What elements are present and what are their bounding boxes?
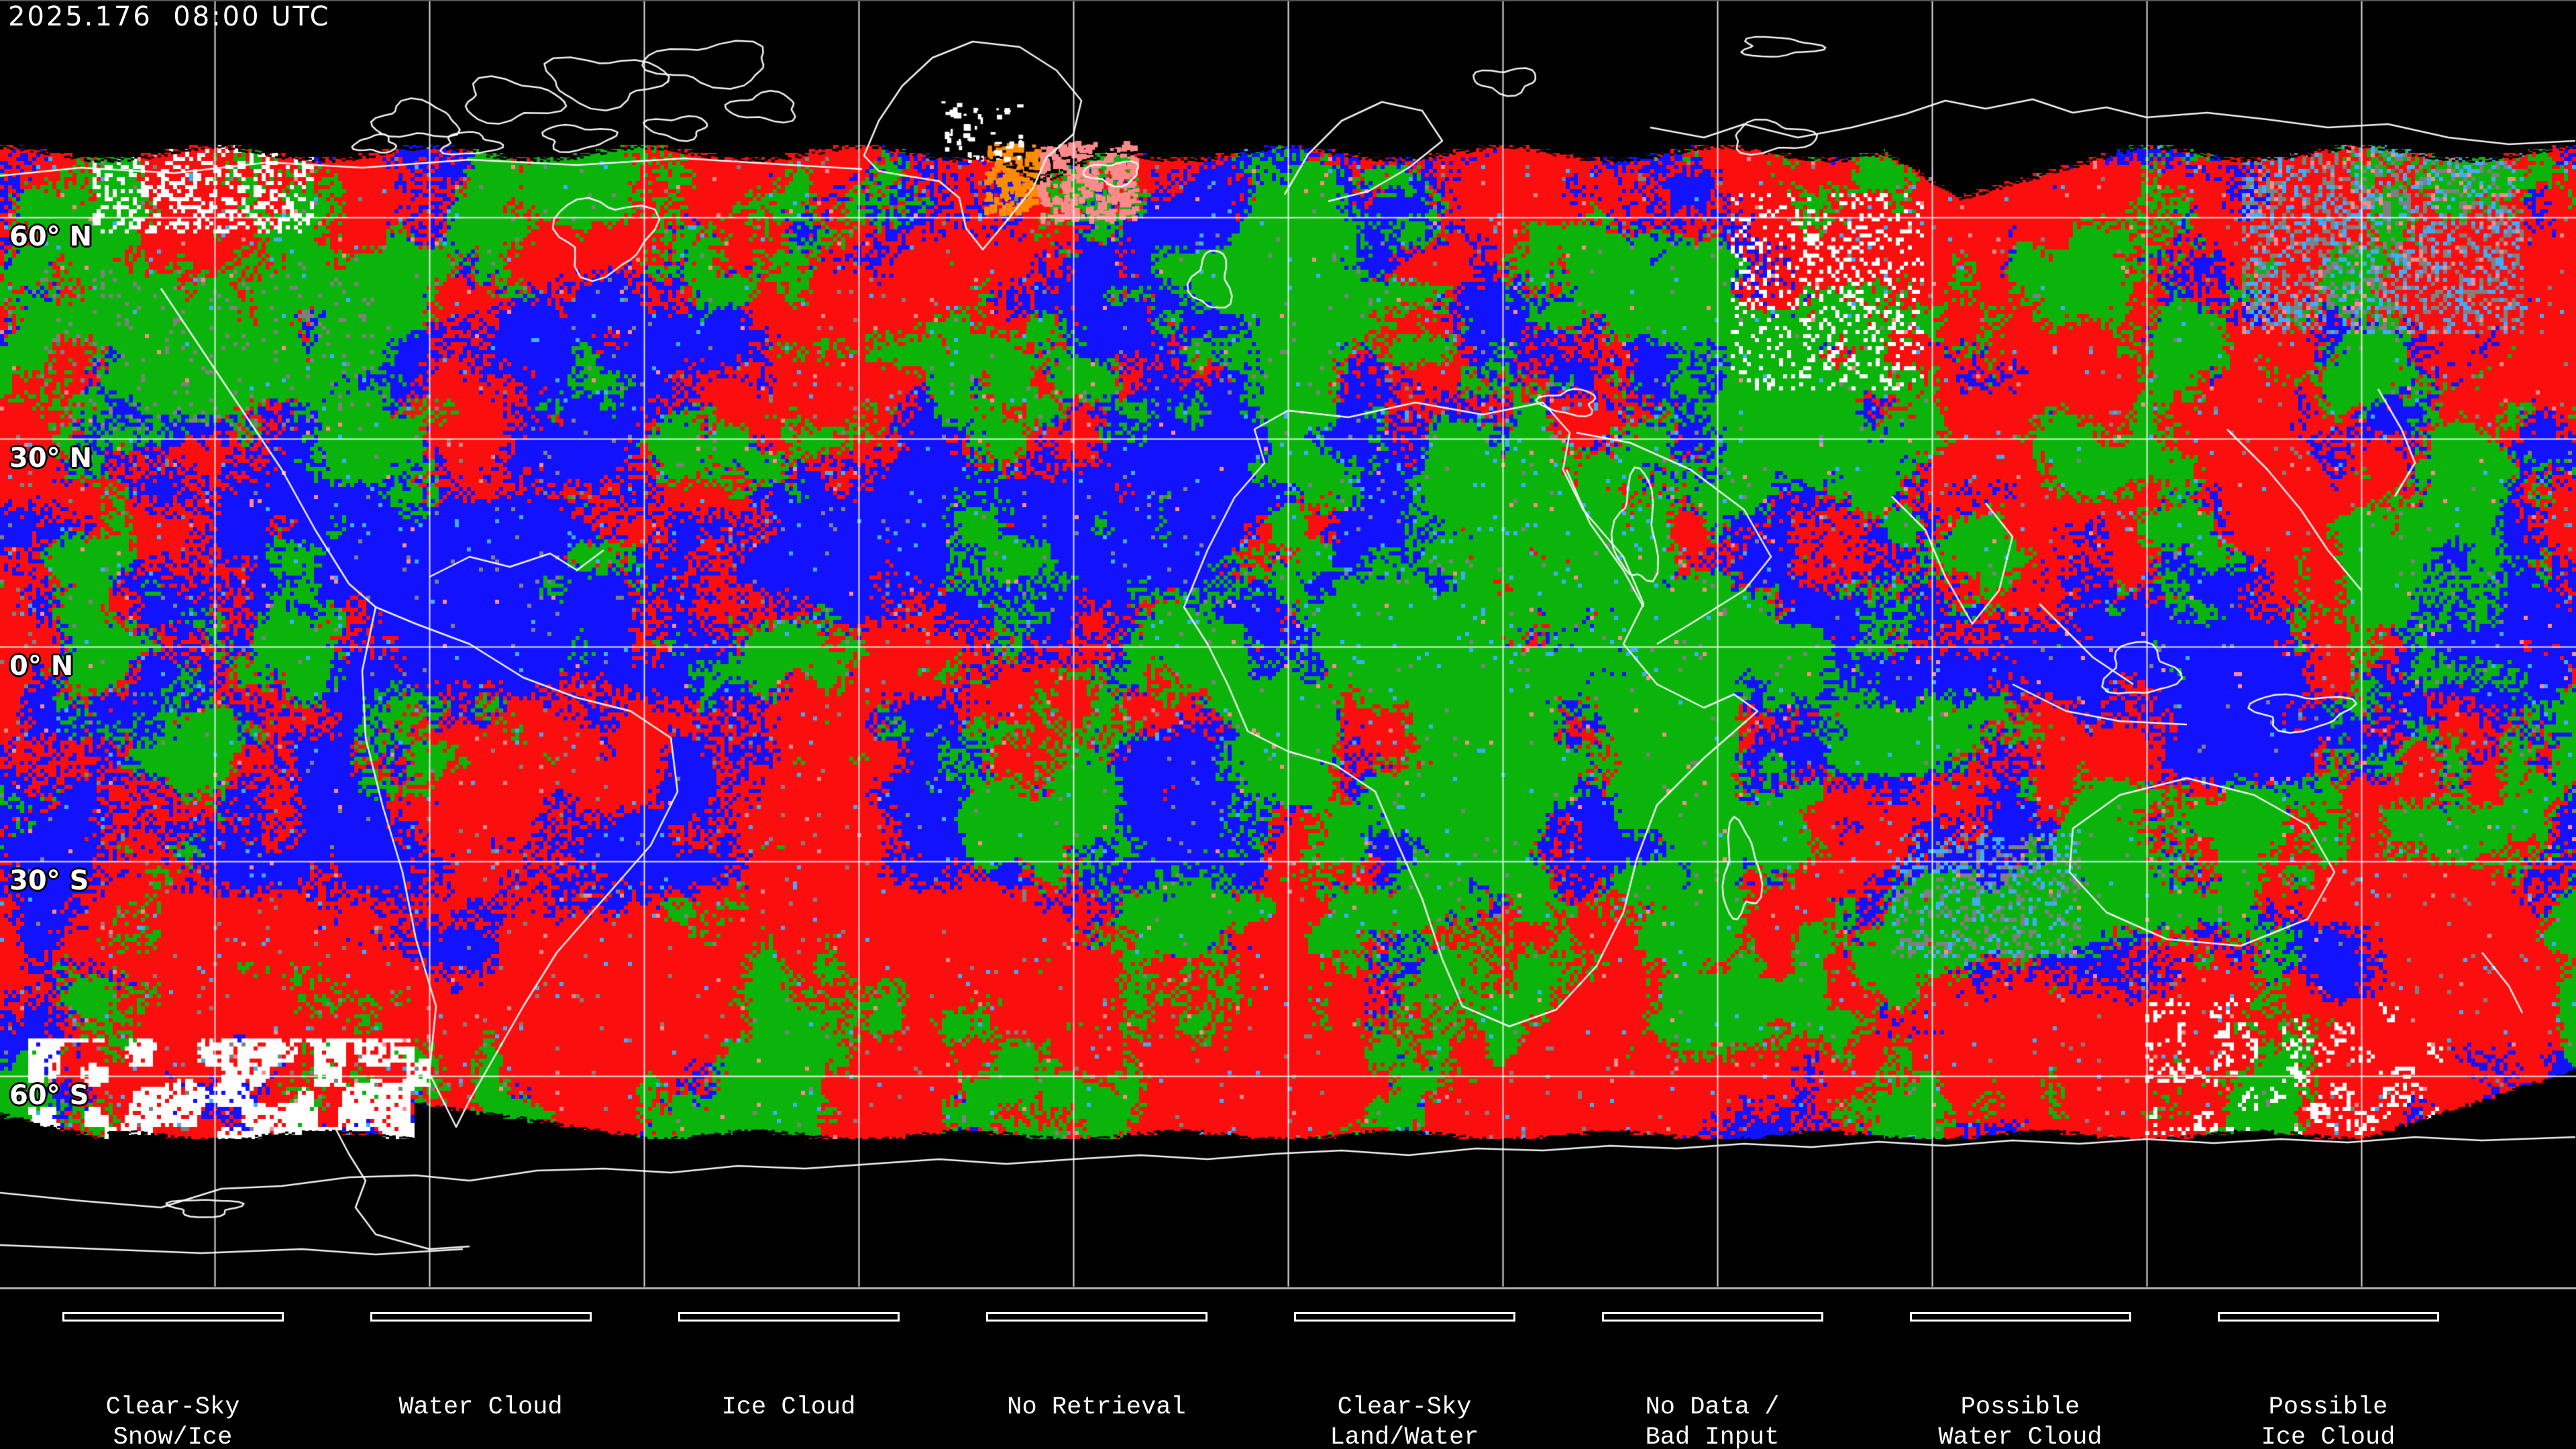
legend-label: No Retrieval	[1007, 1393, 1186, 1421]
no-data-bad-input-swatch	[1601, 1312, 1823, 1322]
legend-item-clear-sky-snow-ice: Clear-Sky Snow/Ice	[19, 1289, 327, 1449]
legend-separator	[0, 1287, 2576, 1289]
latitude-label-30n: 30° N	[9, 443, 93, 474]
legend-label: Possible Water Cloud	[1938, 1393, 2102, 1449]
legend-label: Clear-Sky Snow/Ice	[105, 1393, 240, 1449]
water-cloud-swatch	[370, 1312, 592, 1322]
image-top-border	[0, 0, 2576, 1]
legend-item-possible-ice-cloud: Possible Ice Cloud	[2174, 1289, 2482, 1449]
legend-label: Possible Ice Cloud	[2261, 1393, 2396, 1449]
possible-water-cloud-swatch	[1909, 1312, 2131, 1322]
no-retrieval-swatch	[985, 1312, 1208, 1322]
legend-label: Clear-Sky Land/Water	[1330, 1393, 1479, 1449]
legend-item-ice-cloud: Ice Cloud	[635, 1289, 943, 1449]
legend-item-no-data-bad-input: No Data / Bad Input	[1558, 1289, 1866, 1449]
latitude-label-30s: 30° S	[9, 865, 89, 896]
legend-item-possible-water-cloud: Possible Water Cloud	[1866, 1289, 2174, 1449]
legend-label: Water Cloud	[398, 1393, 563, 1421]
timestamp: 2025.176 08:00 UTC	[8, 1, 331, 32]
possible-ice-cloud-swatch	[2217, 1312, 2439, 1322]
legend: Clear-Sky Snow/Ice Water Cloud Ice Cloud …	[19, 1289, 2487, 1449]
latitude-label-60s: 60° S	[9, 1080, 89, 1111]
latitude-label-60n: 60° N	[9, 221, 93, 252]
clear-sky-land-water-swatch	[1293, 1312, 1515, 1322]
legend-item-water-cloud: Water Cloud	[327, 1289, 635, 1449]
world-cloud-classification-map	[0, 0, 2576, 1289]
legend-label: Ice Cloud	[721, 1393, 856, 1421]
legend-item-no-retrieval: No Retrieval	[943, 1289, 1250, 1449]
latitude-label-0n: 0° N	[9, 651, 74, 682]
legend-item-clear-sky-land-water: Clear-Sky Land/Water	[1250, 1289, 1558, 1449]
clear-sky-snow-ice-swatch	[62, 1312, 284, 1322]
legend-label: No Data / Bad Input	[1645, 1393, 1780, 1449]
ice-cloud-swatch	[678, 1312, 900, 1322]
